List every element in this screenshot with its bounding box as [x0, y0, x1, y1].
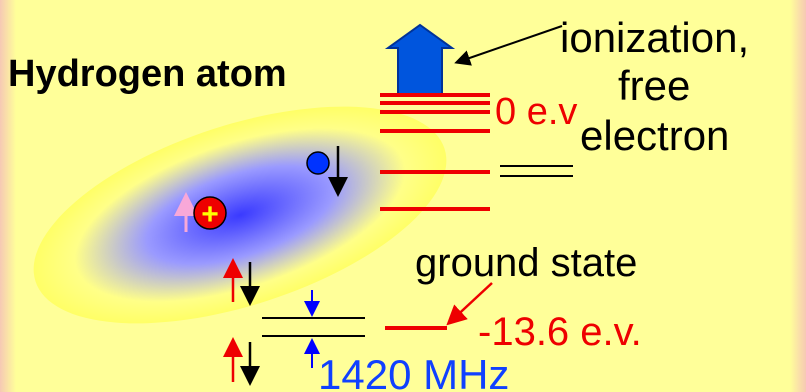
proton-sign: +: [201, 198, 219, 231]
zero-level-label: 0 e.v: [495, 91, 577, 133]
ground-energy-label: -13.6 e.v.: [478, 310, 642, 354]
title: Hydrogen atom: [8, 53, 287, 95]
ionization-text: free: [618, 62, 690, 109]
ground-state-label: ground state: [415, 241, 637, 285]
ionization-text: ionization,: [560, 14, 749, 61]
hyperfine-label: 1420 MHz: [318, 351, 509, 392]
ionization-text: electron: [580, 112, 729, 159]
diagram: Hydrogen atom ionization, free electron …: [0, 0, 806, 392]
electron: [307, 152, 329, 174]
